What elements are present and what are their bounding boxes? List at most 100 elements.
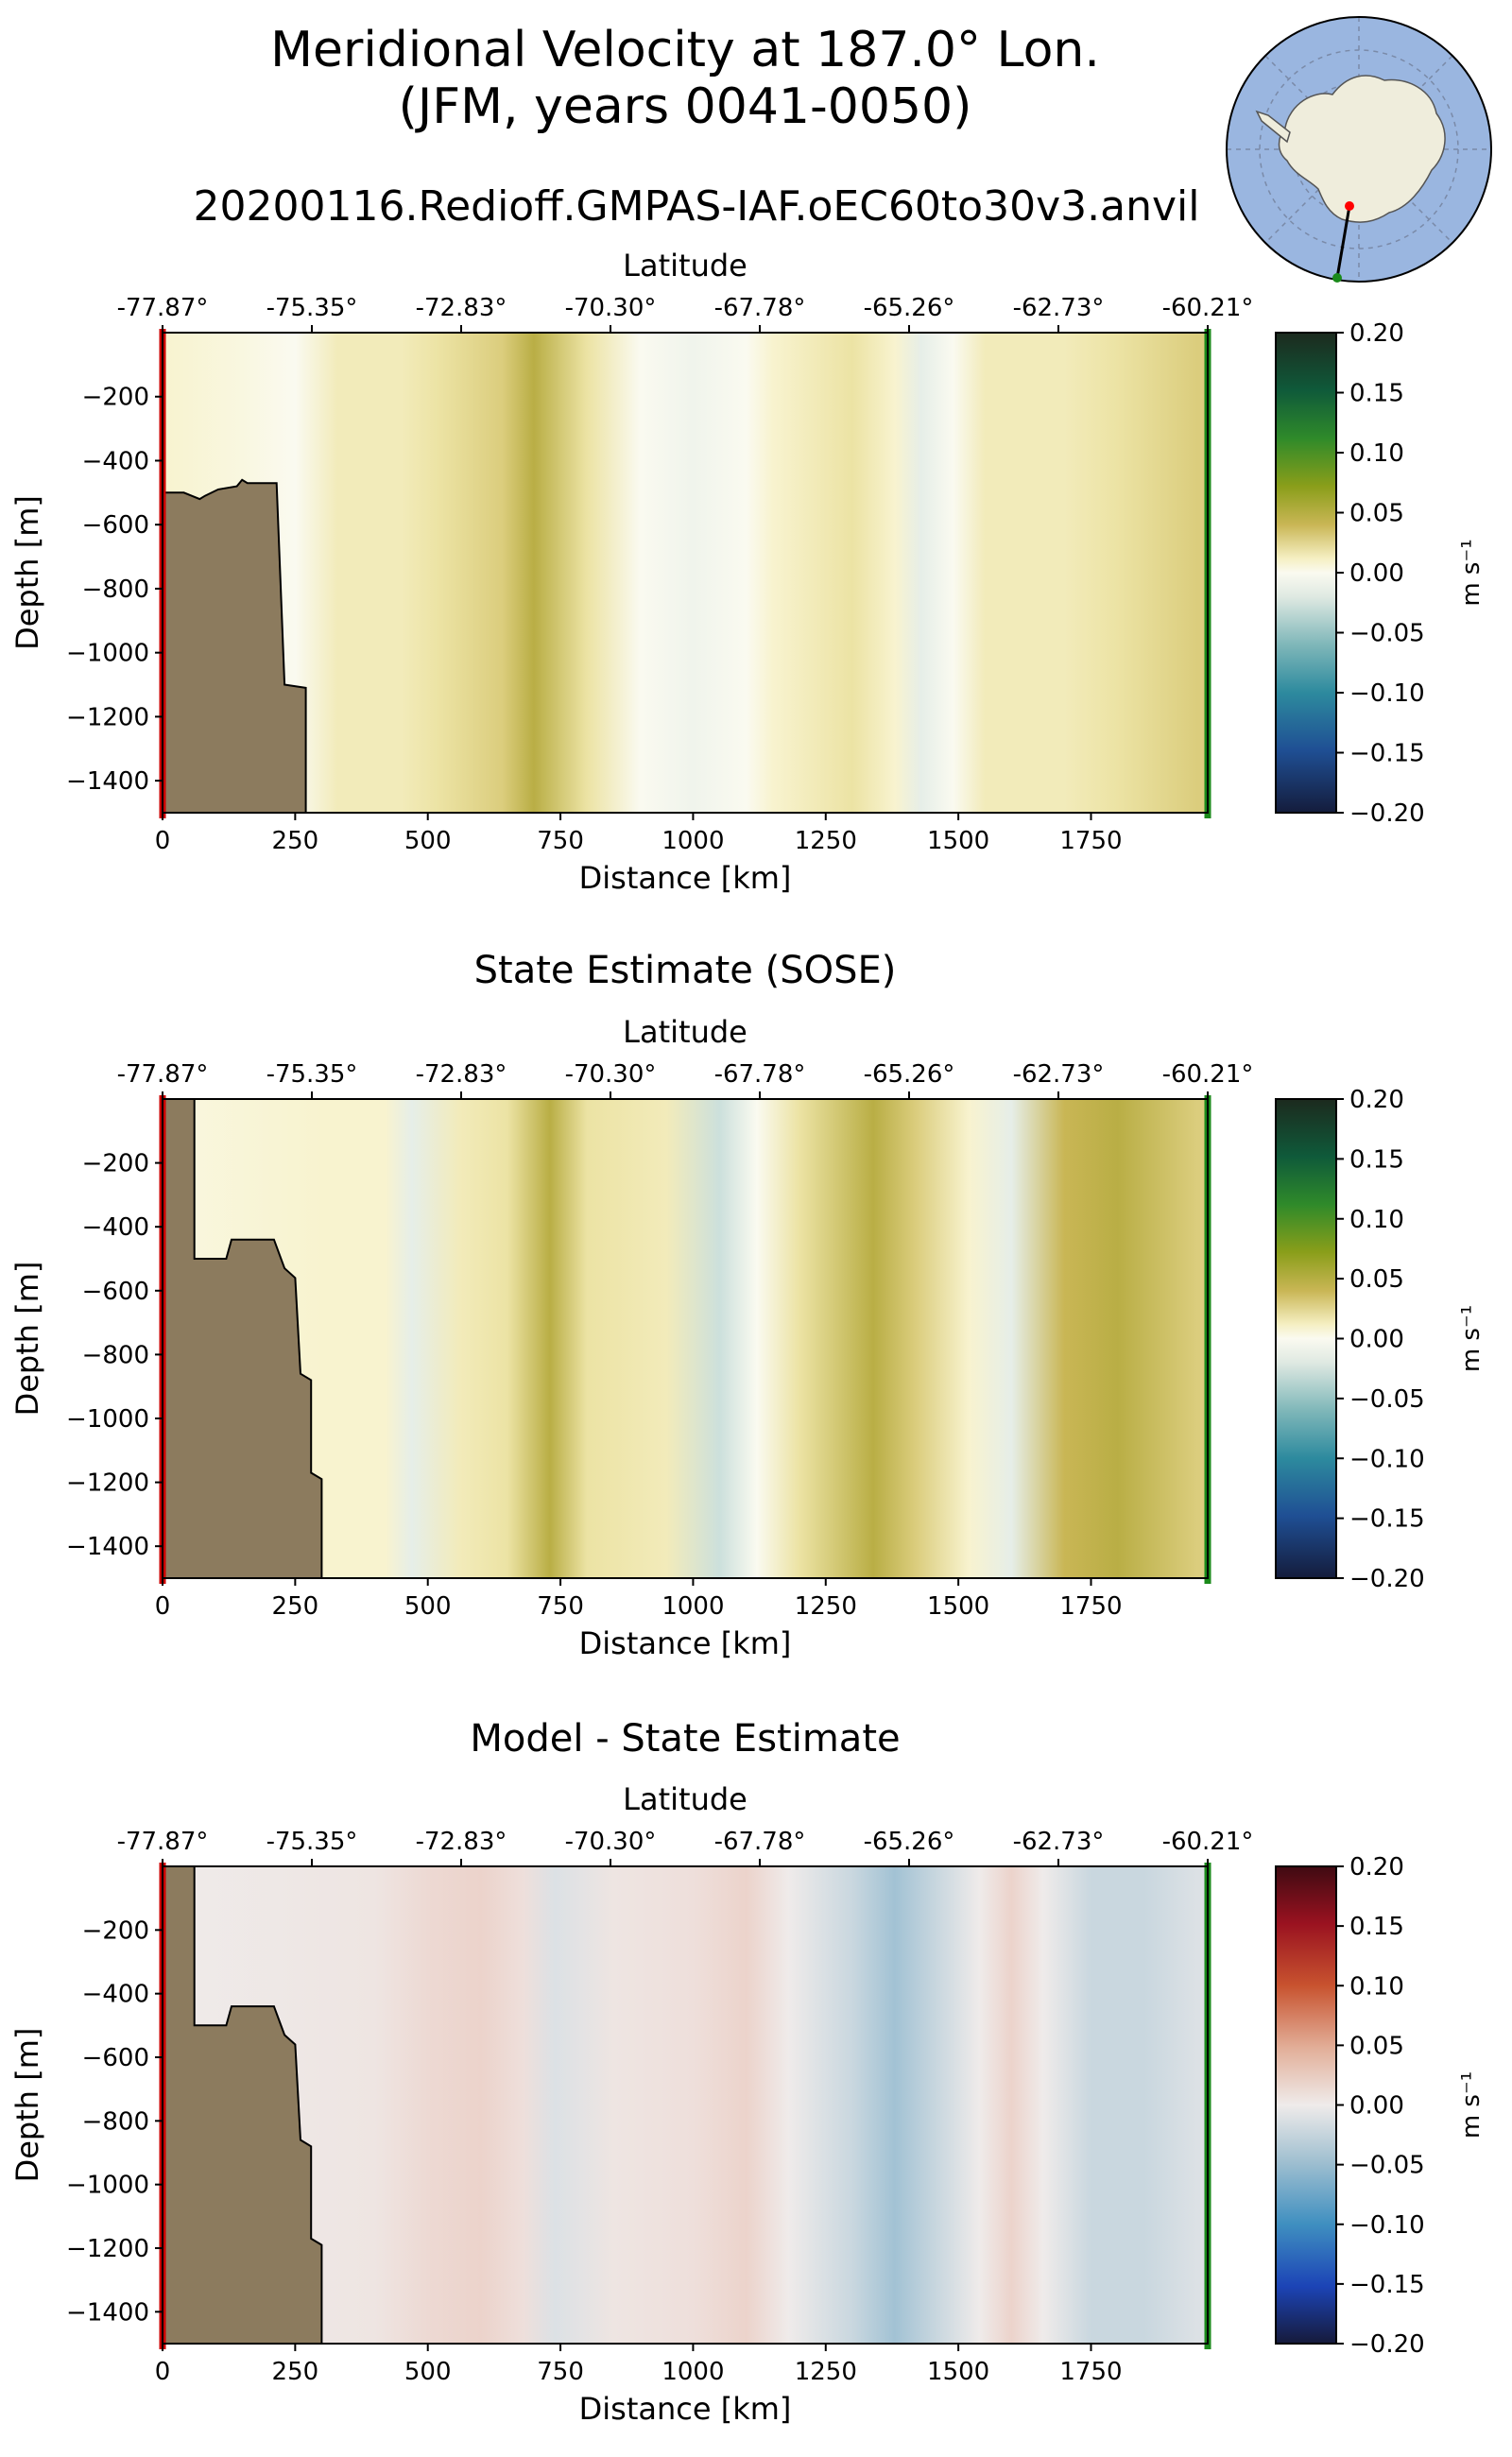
- colorbar-tick-label: −0.10: [1349, 679, 1425, 708]
- x-axis-label: Distance [km]: [579, 1625, 792, 1661]
- colorbar-tick-label: −0.05: [1349, 1385, 1425, 1414]
- colorbar-label: m s⁻¹: [1457, 2071, 1486, 2139]
- lat-tick-label: -75.35°: [266, 1828, 358, 1856]
- lat-tick-label: -60.21°: [1162, 294, 1254, 322]
- map-start-point: [1345, 201, 1354, 211]
- lat-tick-label: -65.26°: [864, 1828, 955, 1856]
- map-end-point: [1332, 273, 1342, 283]
- x-tick-label: 1250: [795, 827, 857, 855]
- x-tick-label: 1000: [662, 827, 724, 855]
- y-tick-label: −600: [82, 2044, 149, 2072]
- map-transect-line: [1335, 205, 1351, 279]
- lat-tick-label: -62.73°: [1013, 1828, 1105, 1856]
- x-tick-label: 1750: [1059, 2358, 1122, 2386]
- colorbar-tick-label: −0.05: [1349, 620, 1425, 648]
- x-tick-label: 1000: [662, 2358, 724, 2386]
- colorbar-tick-label: −0.05: [1349, 2152, 1425, 2180]
- figure-title-line1: Meridional Velocity at 187.0° Lon.: [270, 22, 1100, 78]
- x-tick-label: 250: [272, 827, 319, 855]
- y-tick-label: −200: [82, 1150, 149, 1178]
- x-tick-label: 500: [404, 2358, 452, 2386]
- y-axis-label: Depth [m]: [9, 495, 45, 650]
- x-tick-label: 1250: [795, 2358, 857, 2386]
- bathymetry: [162, 1865, 323, 2345]
- y-tick-label: −400: [82, 447, 149, 475]
- lat-tick-label: -72.83°: [416, 294, 507, 322]
- y-axis-label: Depth [m]: [9, 2028, 45, 2183]
- lat-tick-label: -62.73°: [1013, 1060, 1105, 1089]
- x-tick-label: 750: [537, 827, 584, 855]
- lat-tick-label: -72.83°: [416, 1060, 507, 1089]
- panel-difference: Model - State Estimate 0 250 500 750 1000 1250…: [9, 1717, 1486, 2427]
- panel-sose: State Estimate (SOSE) 0 250 500 750 1000 1250 1…: [9, 949, 1486, 1661]
- lat-tick-label: -67.78°: [714, 1828, 806, 1856]
- colorbar-tick-label: −0.20: [1349, 2330, 1425, 2359]
- lat-tick-label: -75.35°: [266, 1060, 358, 1089]
- lat-tick-label: -62.73°: [1013, 294, 1105, 322]
- x-tick-label: 750: [537, 2358, 584, 2386]
- lat-tick-label: -77.87°: [117, 1060, 209, 1089]
- x-tick-label: 250: [272, 1592, 319, 1621]
- colorbar-tick-label: 0.10: [1349, 1972, 1404, 2001]
- figure-title-line2: (JFM, years 0041-0050): [399, 78, 972, 135]
- velocity-field: [163, 1866, 1208, 2344]
- colorbar-tick-label: 0.20: [1349, 1853, 1404, 1881]
- lat-tick-label: -67.78°: [714, 1060, 806, 1089]
- y-tick-label: −400: [82, 1213, 149, 1242]
- colorbar-label: m s⁻¹: [1457, 539, 1486, 606]
- lat-tick-label: -65.26°: [864, 1060, 955, 1089]
- colorbar-tick-label: −0.10: [1349, 1445, 1425, 1473]
- colorbar-tick-label: −0.20: [1349, 1565, 1425, 1593]
- map-peninsula: [1255, 110, 1291, 144]
- x-tick-label: 500: [404, 827, 452, 855]
- colorbar-tick-label: −0.15: [1349, 1505, 1425, 1534]
- colorbar-tick-label: 0.15: [1349, 1145, 1404, 1174]
- bathymetry: [162, 1098, 323, 1579]
- lat-tick-label: -77.87°: [117, 1828, 209, 1856]
- colorbar-tick-label: −0.10: [1349, 2211, 1425, 2240]
- y-tick-label: −1200: [66, 1469, 149, 1498]
- colorbar-tick-label: −0.15: [1349, 740, 1425, 768]
- y-tick-label: −400: [82, 1981, 149, 2009]
- x-tick-label: 1000: [662, 1592, 724, 1621]
- inset-map: [1226, 16, 1492, 283]
- y-tick-label: −800: [82, 1341, 149, 1369]
- colorbar-tick-label: 0.15: [1349, 380, 1404, 408]
- top-axis-label: Latitude: [623, 1781, 747, 1817]
- lat-tick-label: -70.30°: [565, 1828, 657, 1856]
- y-tick-label: −600: [82, 1278, 149, 1306]
- velocity-field: [163, 333, 1208, 813]
- colorbar-tick-label: 0.05: [1349, 1265, 1404, 1294]
- colorbar: [1275, 1865, 1337, 2345]
- bathymetry: [162, 478, 307, 814]
- x-tick-label: 1500: [927, 1592, 989, 1621]
- x-tick-label: 0: [155, 2358, 171, 2386]
- top-axis-label: Latitude: [623, 248, 747, 284]
- lat-tick-label: -60.21°: [1162, 1060, 1254, 1089]
- y-tick-label: −600: [82, 511, 149, 540]
- map-border: [1226, 16, 1492, 283]
- y-tick-label: −1000: [66, 1405, 149, 1434]
- colorbar-tick-label: 0.15: [1349, 1913, 1404, 1941]
- y-tick-label: −1000: [66, 2172, 149, 2200]
- lat-tick-label: -65.26°: [864, 294, 955, 322]
- x-axis-label: Distance [km]: [579, 860, 792, 896]
- lat-tick-label: -72.83°: [416, 1828, 507, 1856]
- colorbar-tick-label: −0.15: [1349, 2271, 1425, 2299]
- x-tick-label: 0: [155, 827, 171, 855]
- panel-title: State Estimate (SOSE): [474, 949, 897, 992]
- colorbar-tick-label: 0.00: [1349, 2092, 1404, 2121]
- x-tick-label: 0: [155, 1592, 171, 1621]
- colorbar-tick-label: −0.20: [1349, 799, 1425, 828]
- x-tick-label: 1500: [927, 827, 989, 855]
- lat-tick-label: -60.21°: [1162, 1828, 1254, 1856]
- x-tick-label: 1250: [795, 1592, 857, 1621]
- y-tick-label: −1400: [66, 767, 149, 796]
- y-tick-label: −1200: [66, 2235, 149, 2263]
- y-tick-label: −800: [82, 2107, 149, 2136]
- panel-title: Model - State Estimate: [470, 1717, 900, 1761]
- y-tick-label: −1400: [66, 2298, 149, 2327]
- lat-tick-label: -70.30°: [565, 1060, 657, 1089]
- y-tick-label: −1400: [66, 1533, 149, 1561]
